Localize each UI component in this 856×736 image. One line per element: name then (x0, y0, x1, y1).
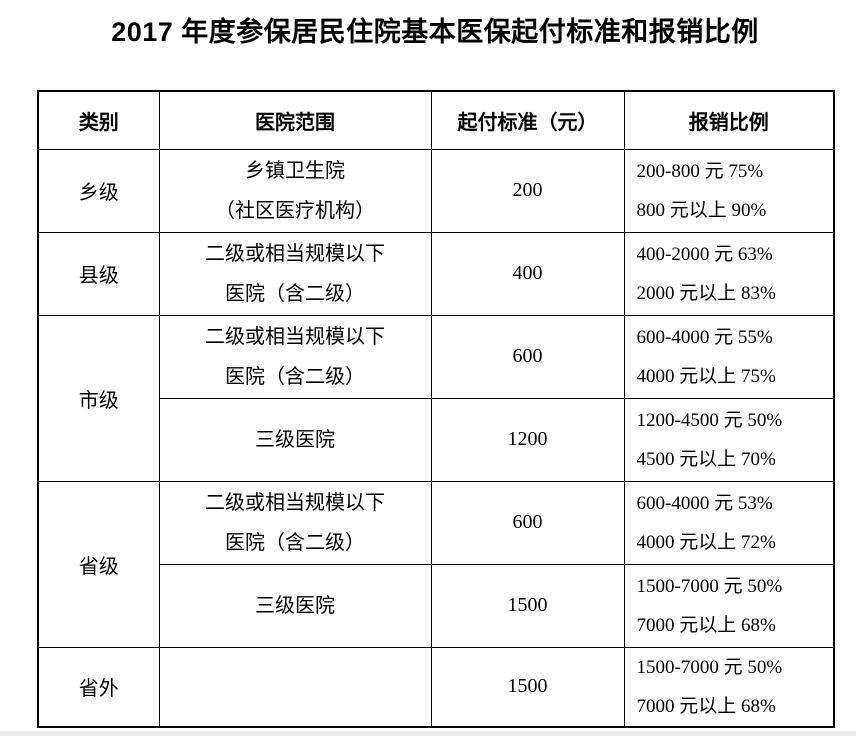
deductible-cell: 200 (430, 148, 625, 233)
text-line: 1500-7000 元 50% (636, 575, 783, 597)
category-cell: 省级 (37, 480, 160, 648)
text-line: 1200-4500 元 50% (636, 409, 783, 431)
category-cell: 县级 (37, 231, 160, 316)
ratio-cell: 600-4000 元 55% 4000 元以上 75% (623, 314, 835, 399)
text-line: 三级医院 (255, 428, 335, 451)
hospital-cell: 二级或相当规模以下 医院（含二级） (158, 231, 432, 316)
hospital-cell: 三级医院 (158, 563, 432, 648)
text-line: 4000 元以上 72% (636, 531, 776, 553)
ratio-cell: 1500-7000 元 50% 7000 元以上 68% (623, 646, 835, 728)
hospital-cell: 三级医院 (158, 397, 432, 482)
column-header-deductible: 起付标准（元） (430, 90, 625, 150)
deductible-cell: 1500 (430, 646, 625, 728)
table-row-province-tier2: 省级 二级或相当规模以下 医院（含二级） 600 600-4000 元 53% … (37, 480, 835, 648)
ratio-cell: 600-4000 元 53% 4000 元以上 72% (623, 480, 835, 565)
hospital-cell: 二级或相当规模以下 医院（含二级） (158, 314, 432, 399)
text-line: 2000 元以上 83% (636, 282, 776, 304)
text-line: 二级或相当规模以下 (205, 242, 385, 265)
ratio-cell: 400-2000 元 63% 2000 元以上 83% (623, 231, 835, 316)
text-line: 7000 元以上 68% (636, 695, 776, 717)
table-row-county: 县级 二级或相当规模以下 医院（含二级） 400 400-2000 元 63% … (37, 231, 835, 316)
ratio-cell: 1200-4500 元 50% 4500 元以上 70% (623, 397, 835, 482)
text-line: 7000 元以上 68% (636, 614, 776, 636)
deductible-cell: 400 (430, 231, 625, 316)
column-header-category: 类别 (37, 90, 160, 150)
text-line: 800 元以上 90% (636, 199, 767, 221)
category-cell: 市级 (37, 314, 160, 482)
text-line: 二级或相当规模以下 (205, 491, 385, 514)
text-line: 医院（含二级） (225, 365, 365, 388)
deductible-cell: 600 (430, 314, 625, 399)
table-row-city-tier2: 市级 二级或相当规模以下 医院（含二级） 600 600-4000 元 55% … (37, 314, 835, 482)
text-line: 乡镇卫生院 (245, 159, 345, 182)
page-title: 2017 年度参保居民住院基本医保起付标准和报销比例 (111, 17, 759, 47)
text-line: 医院（含二级） (225, 282, 365, 305)
column-header-hospital-scope: 医院范围 (158, 90, 432, 150)
table-header-row: 类别 医院范围 起付标准（元） 报销比例 (37, 90, 835, 150)
table-row-out-of-province: 省外 1500 1500-7000 元 50% 7000 元以上 68% (37, 646, 835, 728)
deductible-cell: 1500 (430, 563, 625, 648)
text-line: 600-4000 元 55% (636, 326, 773, 348)
text-line: 4000 元以上 75% (636, 365, 776, 387)
text-line: 医院（含二级） (225, 531, 365, 554)
text-line: 二级或相当规模以下 (205, 325, 385, 348)
category-cell: 省外 (37, 646, 160, 728)
column-header-ratio: 报销比例 (623, 90, 835, 150)
insurance-table: 类别 医院范围 起付标准（元） 报销比例 乡级 乡镇卫生院 （社区医疗机构） 2… (37, 90, 835, 728)
table-row-province-tier3: 三级医院 1500 1500-7000 元 50% 7000 元以上 68% (38, 563, 835, 648)
deductible-cell: 600 (430, 480, 625, 565)
table-row-township: 乡级 乡镇卫生院 （社区医疗机构） 200 200-800 元 75% 800 … (37, 148, 835, 233)
category-cell: 乡级 (37, 148, 160, 233)
ratio-cell: 200-800 元 75% 800 元以上 90% (623, 148, 835, 233)
hospital-cell: 乡镇卫生院 （社区医疗机构） (158, 148, 432, 233)
text-line: 600-4000 元 53% (636, 492, 773, 514)
text-line: 200-800 元 75% (636, 160, 764, 182)
deductible-cell: 1200 (430, 397, 625, 482)
ratio-cell: 1500-7000 元 50% 7000 元以上 68% (623, 563, 835, 648)
text-line: 400-2000 元 63% (636, 243, 773, 265)
table-row-city-tier3: 三级医院 1200 1200-4500 元 50% 4500 元以上 70% (38, 397, 835, 482)
text-line: 1500-7000 元 50% (636, 656, 783, 678)
hospital-cell (158, 646, 432, 728)
hospital-cell: 二级或相当规模以下 医院（含二级） (158, 480, 432, 565)
text-line: （社区医疗机构） (215, 199, 375, 222)
text-line: 4500 元以上 70% (636, 448, 776, 470)
bottom-page-edge-strip (0, 731, 856, 736)
text-line: 三级医院 (255, 594, 335, 617)
